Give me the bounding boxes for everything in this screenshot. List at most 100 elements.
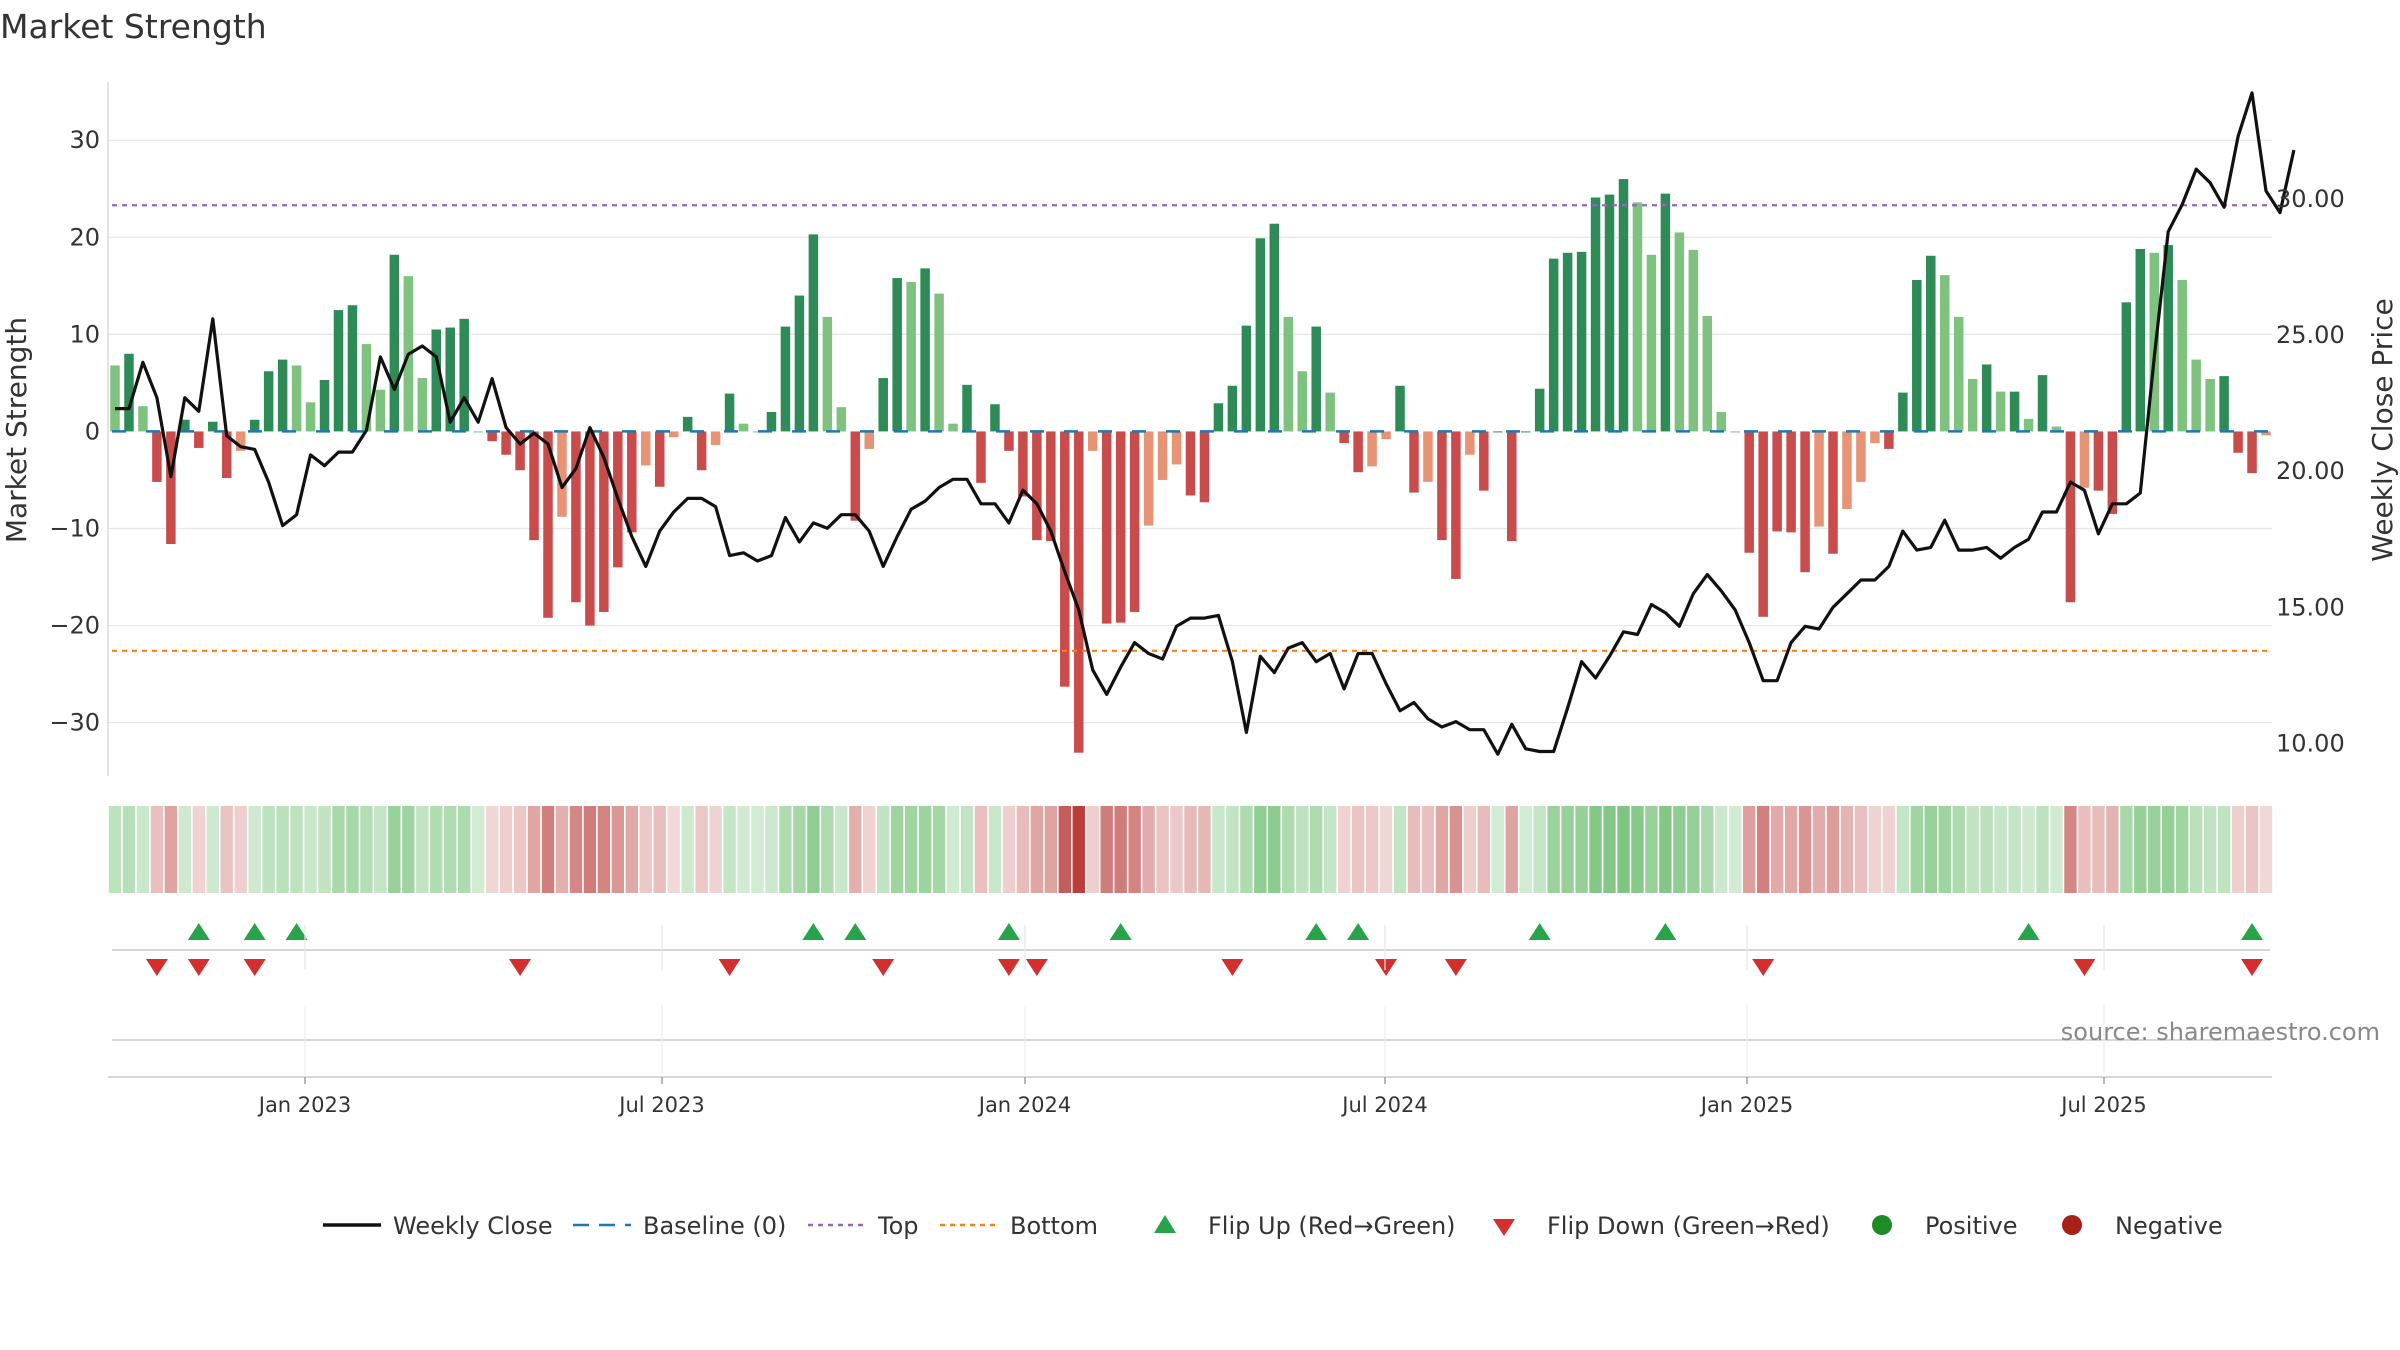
strength-bar [1534, 388, 1545, 432]
strength-bar [2247, 431, 2257, 474]
strength-bar [1744, 431, 1754, 553]
flip-down-marker [1444, 959, 1467, 976]
strip-cell [1449, 806, 1463, 893]
strength-bar [1995, 391, 2006, 432]
right-tick-label: 25.00 [2276, 321, 2345, 349]
weekly-close-line [115, 91, 2296, 756]
strength-bar [1437, 431, 1447, 541]
legend-item: Flip Up (Red→Green) [1154, 1212, 1456, 1240]
strip-cell [527, 806, 541, 893]
strip-cell [1505, 806, 1518, 893]
strength-bar [920, 268, 930, 432]
strength-bar [752, 431, 763, 433]
strip-cell [751, 806, 764, 893]
strip-cell [2189, 806, 2203, 893]
left-tick-label: −20 [49, 612, 100, 640]
strength-bar [1060, 431, 1070, 687]
strip-cell [1924, 806, 1937, 893]
strip-cell [2064, 806, 2077, 893]
strip-cell [136, 806, 150, 893]
strip-cell [1407, 806, 1421, 893]
strength-heat-strip [108, 806, 2273, 893]
strength-bar [1674, 232, 1685, 432]
strip-cell [2120, 806, 2133, 893]
strength-bar [2233, 431, 2243, 453]
legend-item: Negative [2062, 1212, 2223, 1240]
strength-bar [1171, 431, 1182, 465]
strength-bar [1074, 431, 1084, 753]
strength-bar [152, 431, 162, 482]
strip-cell [988, 806, 1002, 893]
strip-cell [150, 806, 164, 893]
strip-cell [290, 806, 303, 893]
strip-cell [1826, 806, 1840, 893]
strength-bar [627, 431, 637, 533]
strength-bar [263, 371, 274, 432]
strip-cell [2050, 806, 2063, 893]
strength-bar [1115, 431, 1126, 623]
strip-cell [122, 806, 136, 893]
strip-cell [2078, 806, 2091, 893]
strength-bar [585, 431, 595, 626]
strength-bar [2023, 418, 2034, 432]
strength-bar [1157, 431, 1168, 480]
strength-bar [361, 344, 372, 432]
strength-bar [1381, 431, 1391, 440]
x-tick-label: Jan 2023 [257, 1093, 352, 1117]
strength-bar [1548, 258, 1559, 432]
strip-cell [583, 806, 597, 893]
strip-cell [1365, 806, 1379, 893]
right-tick-label: 30.00 [2276, 185, 2345, 213]
strip-cell [1603, 806, 1616, 893]
strip-cell [1896, 806, 1910, 893]
strip-cell [541, 806, 555, 893]
strength-bar [1730, 431, 1740, 433]
strip-cell [2176, 806, 2189, 893]
strip-cell [2106, 806, 2119, 893]
chart-title: Market Strength [0, 7, 267, 46]
strip-cell [332, 806, 345, 893]
legend-item: Baseline (0) [573, 1212, 786, 1240]
strength-bar [124, 353, 134, 432]
strip-cell [653, 806, 666, 893]
strip-cell [1100, 806, 1113, 893]
strength-bar [1185, 431, 1196, 496]
strength-bar [976, 431, 986, 483]
strip-cell [1379, 806, 1393, 893]
strip-cell [1882, 806, 1896, 893]
strength-bar [1032, 431, 1042, 541]
strip-cell [2217, 806, 2231, 893]
strip-cell [471, 806, 485, 893]
left-tick-label: 0 [85, 417, 100, 445]
strip-cell [1435, 806, 1449, 893]
strip-cell [821, 806, 834, 893]
strength-bar [1339, 431, 1349, 444]
flip-down-marker [187, 959, 210, 976]
strip-cell [1030, 806, 1044, 893]
strip-cell [1547, 806, 1560, 893]
strip-cell [1156, 806, 1169, 893]
strip-cell [1184, 806, 1197, 893]
strength-bar [2191, 359, 2201, 432]
strip-cell [2092, 806, 2105, 893]
strip-cell [1938, 806, 1951, 893]
strip-cell [1798, 806, 1812, 893]
left-tick-label: 30 [69, 126, 100, 154]
strength-bar [780, 326, 791, 432]
right-tick-label: 15.00 [2276, 593, 2345, 621]
strength-bar [1870, 431, 1880, 444]
legend-label: Bottom [1010, 1212, 1098, 1240]
strip-cell [1645, 806, 1658, 893]
strip-cell [262, 806, 275, 893]
strip-cell [513, 806, 527, 893]
x-tick-label: Jan 2025 [1699, 1093, 1794, 1117]
strength-bar [277, 359, 288, 432]
strength-bar [291, 365, 302, 432]
flip-down-marker [872, 959, 895, 976]
strip-cell [318, 806, 331, 893]
strip-cell [388, 806, 401, 893]
strip-cell [1729, 806, 1742, 893]
strength-bars [110, 179, 2271, 753]
strip-cell [555, 806, 569, 893]
flip-down-marker [145, 959, 168, 976]
